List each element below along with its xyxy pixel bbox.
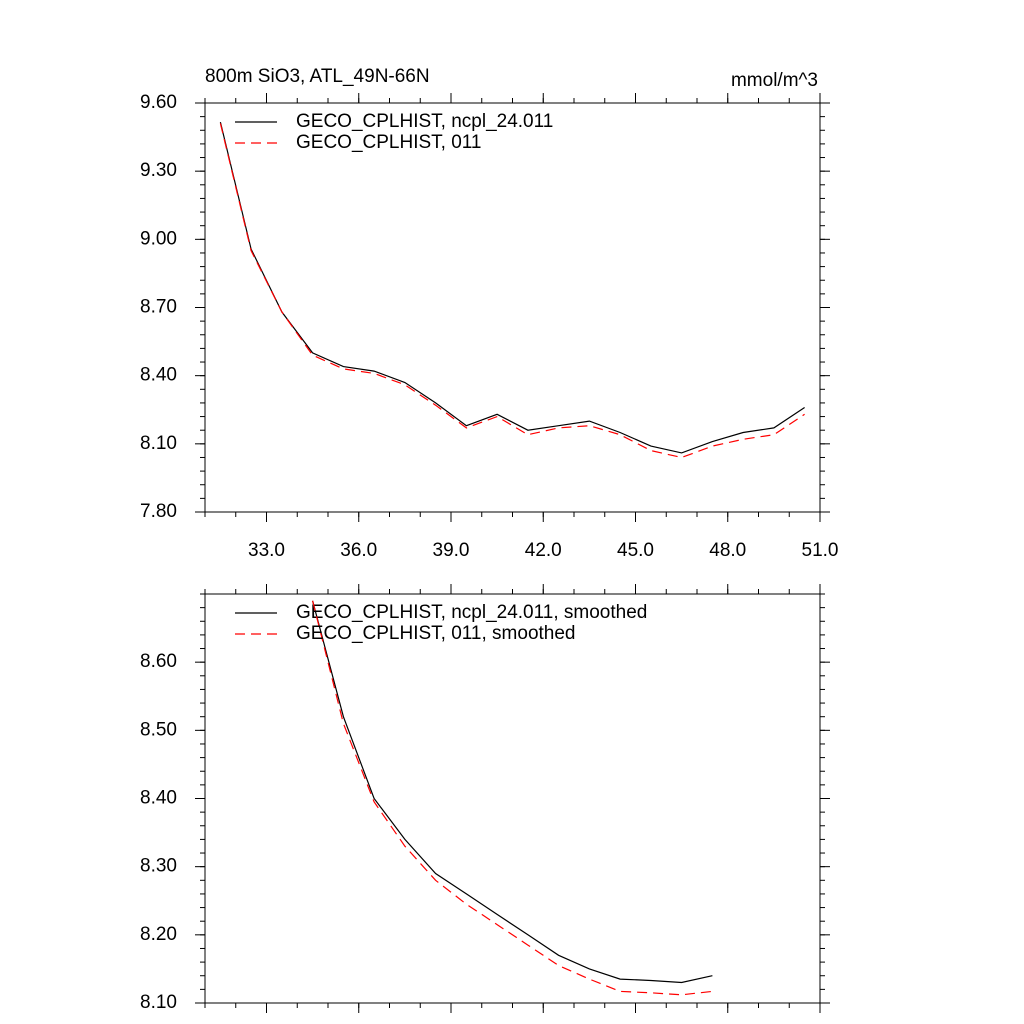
plot-frame [204, 102, 821, 513]
legend-label: GECO_CPLHIST, ncpl_24.011, smoothed [296, 602, 647, 623]
y-tick-label: 8.10 [140, 433, 177, 454]
x-tick-label: 39.0 [433, 540, 470, 561]
y-tick-label: 8.50 [140, 719, 177, 740]
x-tick-label: 42.0 [525, 540, 562, 561]
x-tick-label: 33.0 [248, 540, 285, 561]
y-tick-label: 7.80 [140, 501, 177, 522]
legend-label: GECO_CPLHIST, 011 [296, 132, 482, 153]
units-label: mmol/m^3 [731, 70, 818, 91]
y-tick-label: 8.10 [140, 992, 177, 1013]
x-tick-label: 45.0 [617, 540, 654, 561]
y-tick-label: 8.40 [140, 365, 177, 386]
y-tick-label: 8.20 [140, 924, 177, 945]
x-tick-label: 36.0 [340, 540, 377, 561]
y-tick-label: 8.30 [140, 856, 177, 877]
y-tick-label: 8.60 [140, 651, 177, 672]
y-tick-label: 8.70 [140, 297, 177, 318]
x-tick-label: 48.0 [709, 540, 746, 561]
y-tick-label: 8.40 [140, 788, 177, 809]
data-line [312, 600, 713, 984]
legend-label: GECO_CPLHIST, ncpl_24.011 [296, 111, 553, 132]
y-tick-label: 9.60 [140, 92, 177, 113]
chart-title: 800m SiO3, ATL_49N-66N [205, 66, 430, 87]
data-line [219, 121, 805, 454]
data-line [312, 600, 713, 996]
data-line [219, 123, 805, 459]
x-tick-label: 51.0 [802, 540, 839, 561]
legend-label: GECO_CPLHIST, 011, smoothed [296, 623, 576, 644]
y-tick-label: 9.30 [140, 160, 177, 181]
plot-frame [204, 593, 821, 1004]
y-tick-label: 9.00 [140, 228, 177, 249]
